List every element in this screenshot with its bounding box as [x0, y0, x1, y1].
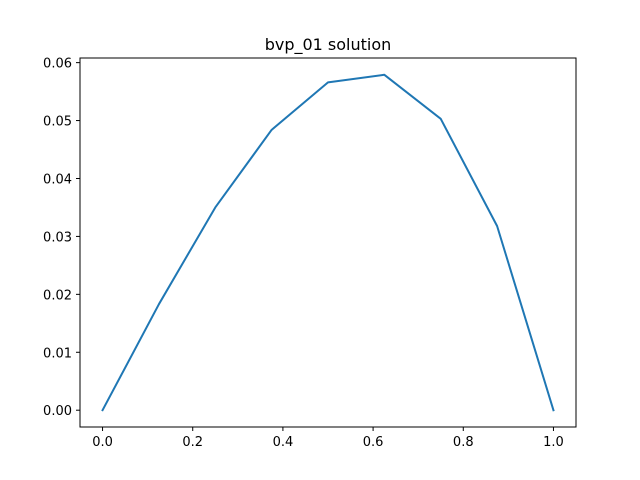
x-tick-label: 0.2: [182, 435, 203, 450]
y-tick-label: 0.06: [43, 57, 72, 72]
axes-frame: [79, 57, 577, 428]
y-tick-label: 0.05: [43, 115, 72, 130]
y-tick-label: 0.04: [43, 172, 72, 187]
x-tick-label: 0.6: [363, 435, 384, 450]
x-tick-label: 1.0: [543, 435, 564, 450]
y-tick-label: 0.02: [43, 288, 72, 303]
series-line: [101, 73, 555, 412]
series-group: [101, 73, 555, 412]
chart-title: bvp_01 solution: [265, 35, 392, 55]
y-tick-label: 0.03: [43, 230, 72, 245]
y-tick-label: 0.00: [43, 404, 72, 419]
axes: 0.0 0.2 0.4 0.6 0.8 1.0 0.00 0.01 0.02 0.03 0.04 0.…: [43, 57, 564, 450]
y-tick-label: 0.01: [43, 346, 72, 361]
x-tick-label: 0.0: [92, 435, 113, 450]
x-tick-label: 0.4: [273, 435, 294, 450]
x-tick-label: 0.8: [453, 435, 474, 450]
